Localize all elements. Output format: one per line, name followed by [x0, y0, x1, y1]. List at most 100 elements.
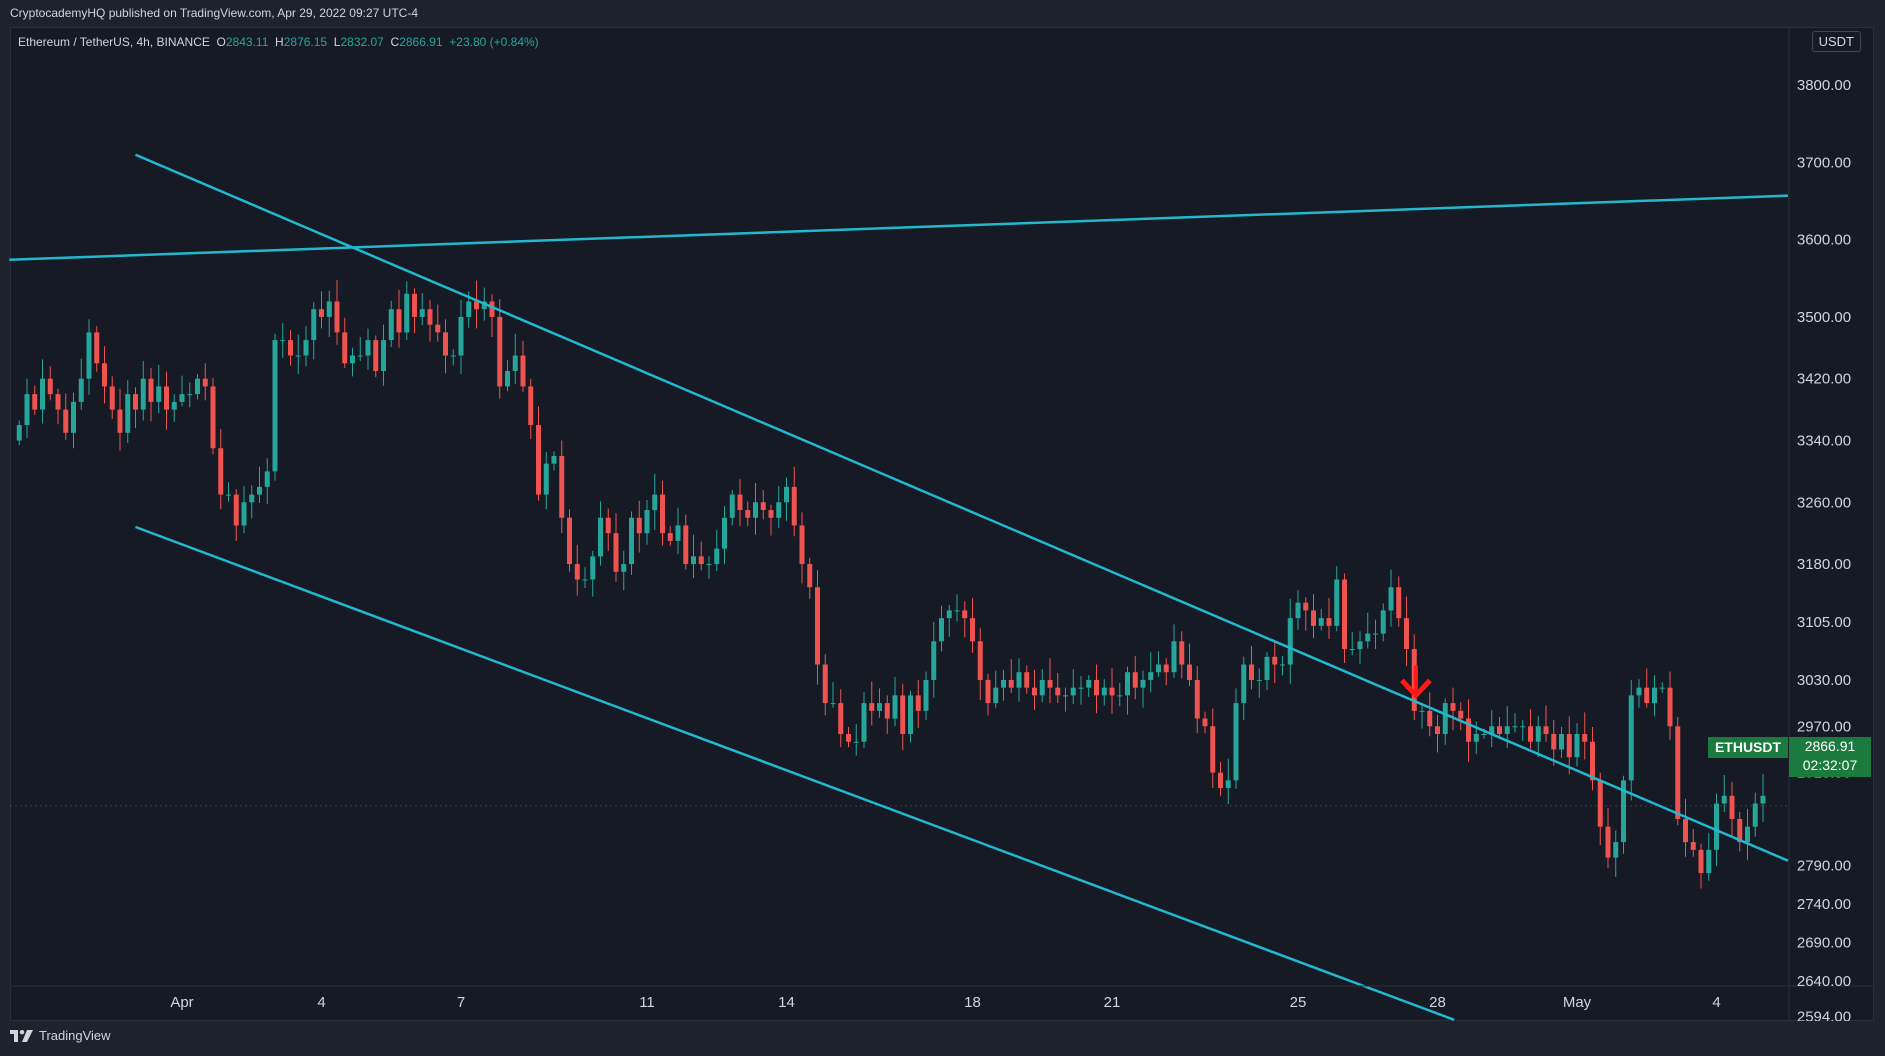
time-tick-label: 18 [964, 994, 981, 1011]
candle [1349, 632, 1355, 656]
channel-top-trendline[interactable] [135, 153, 1789, 862]
low-label: L [333, 35, 341, 49]
candle [1070, 669, 1076, 704]
candle [195, 374, 200, 400]
candle [388, 300, 394, 348]
candle [1140, 670, 1146, 708]
price-tick-label: 2970.00 [1797, 718, 1851, 735]
candle [791, 466, 797, 537]
candle [1636, 679, 1642, 708]
candle [1326, 598, 1332, 640]
down-arrow-marker [1400, 665, 1432, 700]
candle [435, 304, 441, 342]
candle [1404, 596, 1409, 667]
currency-button[interactable]: USDT [1811, 31, 1861, 52]
candle [1582, 712, 1588, 760]
chart-frame[interactable] [10, 27, 1874, 1021]
candle [1373, 619, 1378, 650]
candle [1675, 717, 1681, 826]
candle [71, 392, 76, 449]
time-tick-label: 14 [778, 994, 795, 1011]
tradingview-brand[interactable]: TradingView [10, 1028, 111, 1043]
candle [551, 451, 557, 471]
candle [443, 319, 448, 374]
candles-layer [16, 279, 1766, 889]
candle [133, 387, 138, 429]
candle [768, 504, 774, 536]
candle [931, 622, 937, 698]
price-tick-label: 2790.00 [1797, 857, 1851, 874]
candle [1745, 808, 1750, 860]
candle [884, 695, 890, 735]
candle [1241, 656, 1247, 721]
change-value: +23.80 (+0.84%) [449, 35, 539, 49]
close-label: C [390, 35, 400, 49]
candle [1535, 716, 1541, 758]
candle [1628, 679, 1634, 801]
candle [1047, 658, 1053, 704]
candle [784, 477, 789, 521]
candle [574, 544, 580, 596]
candle [1024, 665, 1030, 694]
candle [1194, 666, 1200, 734]
candle [32, 385, 38, 416]
price-tick-label: 3105.00 [1797, 614, 1851, 631]
candle [1667, 671, 1673, 741]
candle [1706, 832, 1712, 881]
candle [156, 364, 162, 414]
high-label: H [275, 35, 284, 49]
candle [915, 679, 921, 728]
candle [1442, 698, 1448, 745]
candle [210, 377, 216, 455]
candle [954, 594, 960, 622]
candle [613, 513, 619, 582]
candle [1613, 830, 1619, 877]
candle [1396, 576, 1402, 627]
candle [1659, 682, 1665, 694]
candle [598, 501, 603, 566]
candle [303, 326, 309, 367]
candle [55, 388, 61, 425]
candle [1520, 720, 1526, 741]
channel-bottom-trendline[interactable] [135, 525, 1455, 1021]
candle [660, 480, 665, 546]
upper-horizontal-trendline[interactable] [9, 194, 1788, 262]
bar-countdown: 02:32:07 [1802, 757, 1858, 773]
price-tick-label: 3600.00 [1797, 232, 1851, 249]
candle [815, 570, 820, 685]
candle [117, 388, 123, 451]
time-tick-label: May [1563, 994, 1592, 1011]
candle [1450, 687, 1456, 731]
candle [822, 654, 828, 716]
candle [1109, 668, 1115, 714]
candle [86, 319, 92, 395]
ohlc-legend: Ethereum / TetherUS, 4h, BINANCE O2843.1… [18, 35, 539, 49]
candle [1295, 590, 1301, 630]
candle [419, 292, 425, 326]
candle [1156, 651, 1161, 677]
price-axis-bg[interactable] [1789, 28, 1873, 1020]
candle [1380, 603, 1386, 642]
candle [1342, 573, 1347, 663]
price-tick-label: 3180.00 [1797, 556, 1851, 573]
price-tick-label: 3420.00 [1797, 371, 1851, 388]
candle [1752, 792, 1758, 837]
time-tick-label: 25 [1290, 994, 1307, 1011]
candle [1287, 598, 1293, 684]
candle [869, 681, 875, 726]
candle [1621, 775, 1626, 854]
candle [799, 512, 805, 584]
candle [753, 482, 758, 535]
candle [1117, 683, 1123, 707]
candle [683, 514, 689, 570]
candle [1171, 624, 1177, 678]
candle [241, 486, 247, 534]
candle [1264, 652, 1270, 690]
candle [582, 567, 588, 589]
candle [985, 673, 991, 716]
candle [846, 727, 851, 748]
candle [892, 676, 898, 727]
candle [1419, 703, 1425, 729]
candle [280, 323, 286, 358]
